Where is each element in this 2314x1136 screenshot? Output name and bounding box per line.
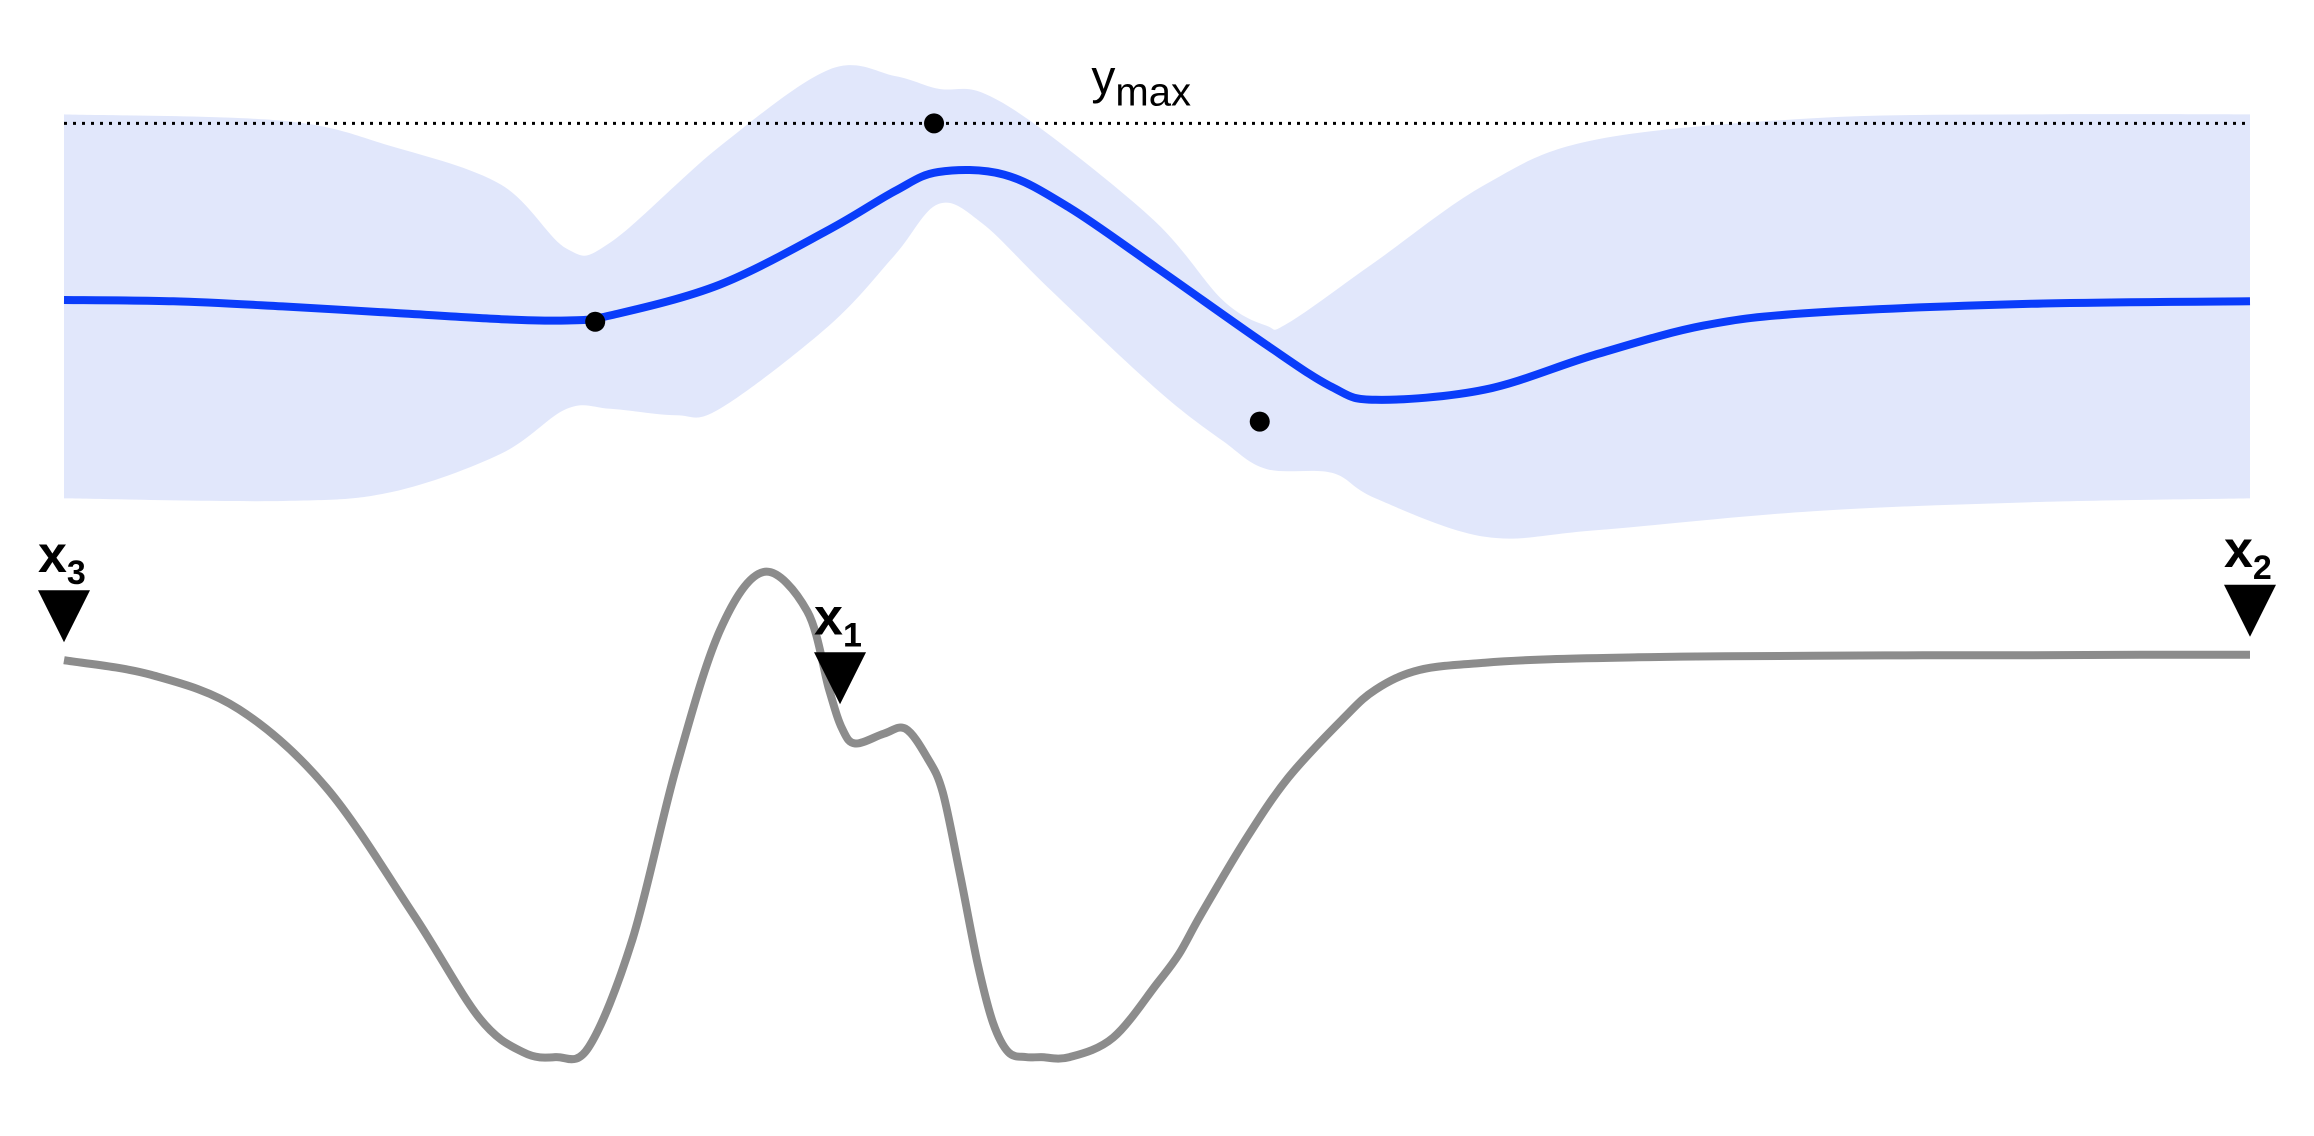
x3-marker-triangle — [38, 590, 90, 643]
x3-label: x3 — [38, 526, 86, 592]
posterior-mean-line — [63, 165, 2251, 404]
x1-label-main: x — [814, 588, 843, 646]
observation-1-point — [585, 311, 606, 332]
x2-label-main: x — [2224, 521, 2253, 579]
x2-label: x2 — [2224, 521, 2272, 587]
ymax-label-sub: max — [1115, 70, 1191, 114]
confidence-band — [64, 65, 2250, 539]
x3-label-main: x — [38, 526, 67, 584]
observations — [585, 113, 1270, 432]
x1-marker-triangle — [814, 652, 867, 705]
x3-label-sub: 3 — [67, 554, 86, 592]
x2-label-sub: 2 — [2253, 549, 2272, 587]
ymax-label: ymax — [1091, 51, 1191, 114]
observation-3-point — [1249, 411, 1270, 432]
acquisition-function-line — [63, 567, 2251, 1064]
x2-marker-triangle — [2224, 584, 2276, 637]
gp-posterior-panel: ymax — [63, 51, 2251, 539]
ymax-label-main: y — [1091, 51, 1115, 104]
observation-2-point — [924, 113, 945, 134]
x1-label-sub: 1 — [843, 616, 862, 654]
x1-label: x1 — [814, 588, 862, 654]
